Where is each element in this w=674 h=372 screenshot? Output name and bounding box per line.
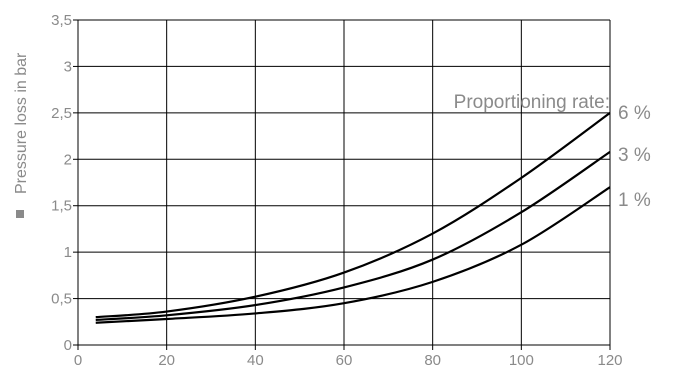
y-tick-label: 3,5 — [51, 12, 72, 29]
series-label: 1 % — [618, 190, 651, 211]
series-curve — [95, 111, 611, 319]
x-tick-label: 120 — [597, 352, 622, 369]
x-tick-label: 80 — [424, 352, 441, 369]
y-tick-label: 3 — [64, 58, 72, 75]
series-label: 6 % — [618, 103, 651, 124]
x-tick-label: 20 — [158, 352, 175, 369]
series-labels: 6 % 3 % 1 % — [618, 103, 651, 211]
y-tick-label: 1 — [64, 244, 72, 261]
y-tick-label: 1,5 — [51, 198, 72, 215]
x-tick-label: 60 — [336, 352, 353, 369]
series-curve — [95, 150, 611, 322]
y-tick-label: 0,5 — [51, 291, 72, 308]
y-axis-label-group: Pressure loss in bar — [13, 52, 30, 218]
y-tick-label: 0 — [64, 337, 72, 354]
y-label-square-marker — [16, 210, 24, 218]
tick-labels: 0 20 40 60 80 100 120 0 0,5 1 1,5 2 2,5 3 3,5 — [51, 12, 622, 369]
y-axis-label: Pressure loss in bar — [13, 52, 30, 194]
x-tick-label: 40 — [247, 352, 264, 369]
curves — [95, 111, 611, 324]
grid — [73, 19, 611, 350]
y-tick-label: 2 — [64, 151, 72, 168]
y-tick-label: 2,5 — [51, 105, 72, 122]
series-curve — [95, 186, 611, 324]
proportioning-rate-annotation: Proportioning rate: — [454, 92, 610, 113]
series-label: 3 % — [618, 145, 651, 166]
x-tick-label: 100 — [509, 352, 534, 369]
x-tick-label: 0 — [74, 352, 82, 369]
